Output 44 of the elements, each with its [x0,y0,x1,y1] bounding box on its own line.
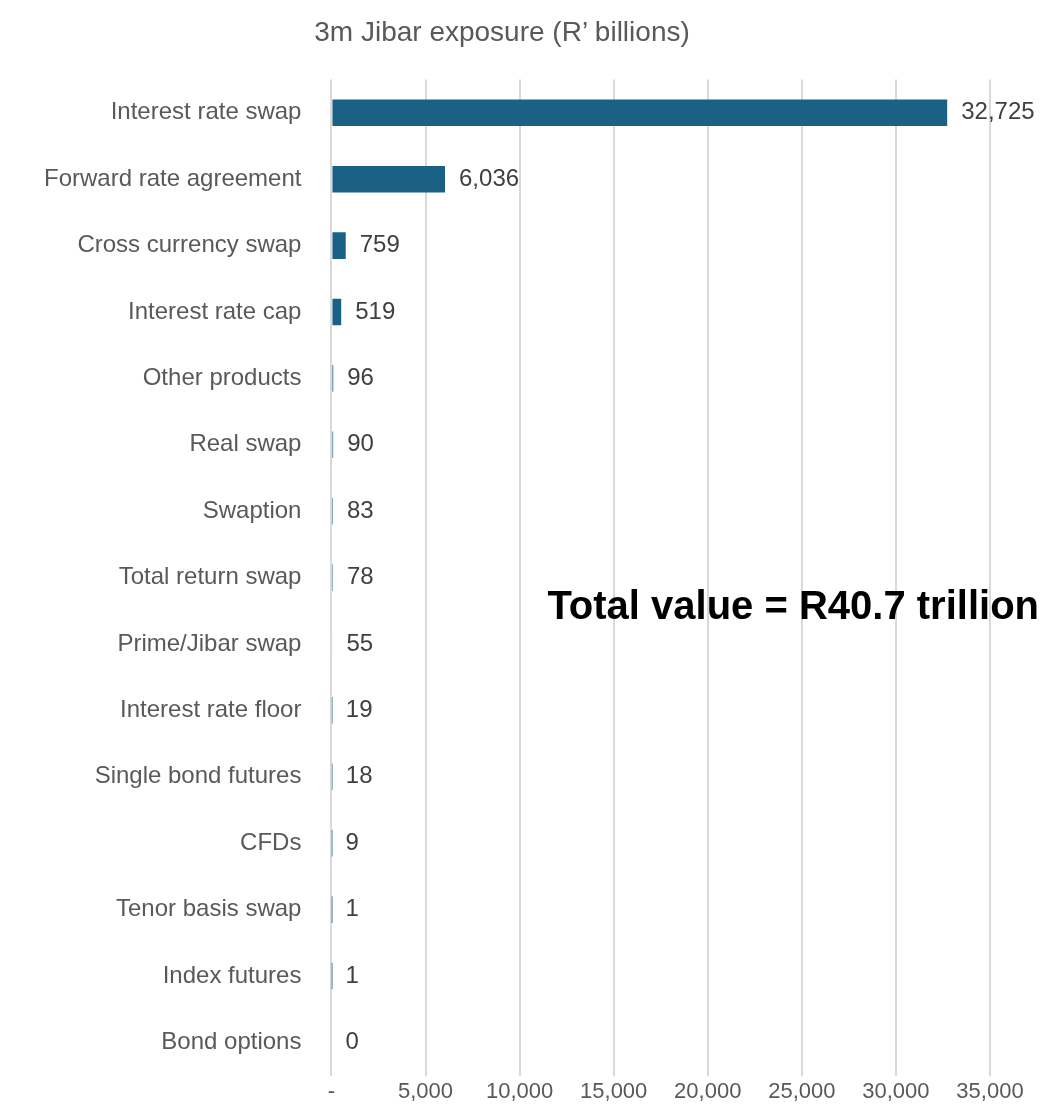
data-label: 19 [345,695,373,723]
y-tick-label: Bond options [161,1027,302,1055]
data-label: 1 [345,960,359,988]
y-tick-label: Interest rate cap [128,296,302,324]
data-label: 18 [345,761,373,789]
y-tick-label: CFDs [240,827,302,855]
y-tick-label: Index futures [162,960,302,988]
x-tick-label: 35,000 [956,1077,1024,1103]
data-label: 90 [347,429,374,457]
chart-title: 3m Jibar exposure (R’ billions) [314,15,690,47]
y-tick-label: Interest rate floor [120,695,302,723]
bar [332,232,346,259]
data-label: 32,725 [961,97,1035,125]
data-label: 55 [346,628,374,656]
data-label: 0 [345,1027,359,1055]
annotation: Total value = R40.7 trillion [547,582,1039,627]
x-tick-label: 20,000 [674,1077,742,1103]
y-tick-label: Interest rate swap [110,97,302,125]
bar [332,165,446,193]
y-tick-label: Single bond futures [94,761,302,789]
x-tick-label: 10,000 [485,1077,554,1103]
bar [332,99,948,127]
y-tick-label: Tenor basis swap [116,894,302,922]
y-tick-label: Total return swap [118,562,302,590]
data-label: 1 [345,894,359,922]
data-label: 83 [347,495,374,523]
x-tick-label: 25,000 [768,1077,836,1103]
data-label: 519 [355,296,396,324]
x-tick-label: 5,000 [398,1077,454,1103]
data-label: 9 [345,827,359,855]
data-label: 78 [346,562,374,590]
data-label: 759 [359,230,400,258]
data-label: 6,036 [459,163,520,191]
bar [332,298,342,326]
y-tick-label: Real swap [189,429,302,457]
y-tick-label: Cross currency swap [77,230,302,258]
x-tick-label: 15,000 [580,1077,648,1103]
data-label: 96 [347,363,374,391]
y-tick-label: Swaption [202,495,302,523]
y-tick-label: Forward rate agreement [44,163,302,191]
x-tick-label: - [327,1077,336,1103]
y-tick-label: Other products [142,363,302,391]
y-tick-label: Prime/Jibar swap [117,628,302,656]
x-tick-label: 30,000 [862,1077,930,1103]
